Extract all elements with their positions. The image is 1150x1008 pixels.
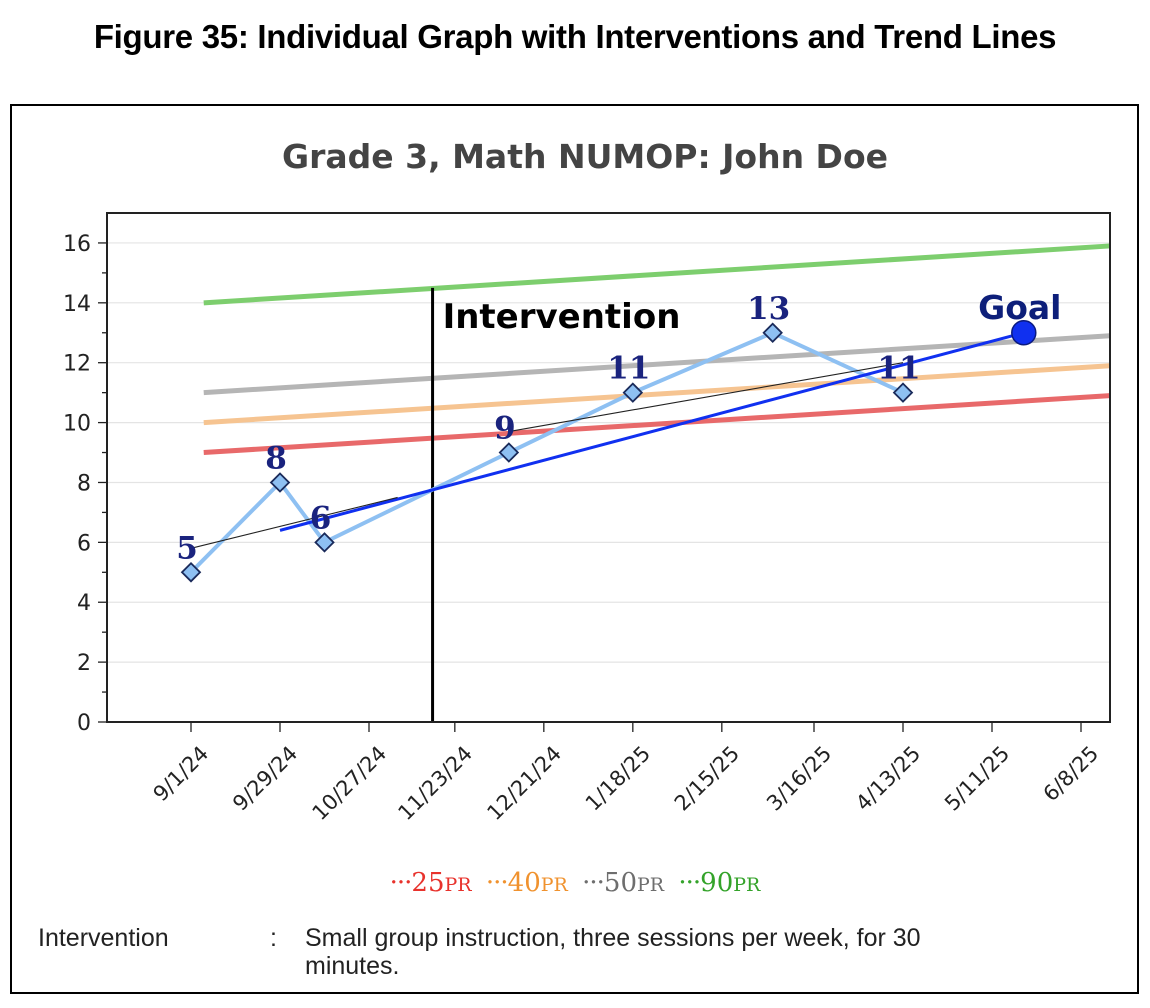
legend-suffix: PR	[637, 874, 665, 896]
percentile-50-line	[203, 333, 1111, 396]
score-label: 11	[877, 351, 920, 387]
y-tick-label: 6	[77, 531, 91, 556]
chart-legend: ···25PR ···40PR ···50PR ···90PR	[0, 868, 1150, 898]
x-tick-label: 12/21/24	[482, 741, 566, 825]
trend-line	[508, 362, 904, 433]
y-tick-label: 10	[63, 412, 91, 437]
x-tick-label: 11/23/24	[393, 741, 477, 825]
score-marker	[622, 382, 644, 403]
x-tick-label: 9/1/24	[149, 741, 214, 806]
trend-line	[190, 496, 398, 549]
legend-dots: ···	[389, 868, 413, 898]
legend-value: 40	[507, 868, 541, 898]
score-marker	[314, 532, 335, 553]
legend-suffix: PR	[444, 874, 472, 896]
chart-title: Grade 3, Math NUMOP: John Doe	[282, 137, 888, 176]
legend-item-90pr: ···90PR	[678, 868, 760, 898]
y-tick-label: 0	[77, 711, 91, 736]
note-text-line1: Small group instruction, three sessions …	[305, 924, 921, 952]
score-label: 13	[747, 291, 790, 327]
legend-item-25pr: ···25PR	[390, 868, 480, 898]
score-marker	[180, 562, 202, 583]
note-text-line2: minutes.	[305, 952, 400, 980]
note-text: Small group instruction, three sessions …	[305, 924, 921, 980]
score-marker	[762, 322, 783, 344]
note-label: Intervention	[38, 924, 169, 952]
y-tick-label: 8	[77, 471, 91, 496]
percentile-40-line	[203, 363, 1111, 426]
legend-item-40pr: ···40PR	[486, 868, 576, 898]
score-label: 5	[176, 530, 198, 566]
score-label: 9	[494, 411, 516, 447]
x-tick-label: 10/27/24	[308, 741, 392, 825]
legend-dots: ···	[678, 868, 701, 898]
x-tick-label: 3/16/25	[762, 741, 836, 815]
legend-value: 50	[603, 868, 638, 898]
legend-value: 25	[411, 868, 445, 898]
legend-dots: ···	[485, 868, 509, 898]
score-marker	[892, 382, 914, 403]
score-label: 11	[607, 351, 650, 387]
legend-value: 90	[700, 868, 734, 898]
legend-item-50pr: ···50PR	[582, 868, 672, 898]
legend-suffix: PR	[540, 874, 568, 896]
score-label: 6	[310, 500, 332, 536]
percentile-90-line	[203, 243, 1111, 306]
x-tick-label: 2/15/25	[670, 741, 744, 815]
goal-point	[1011, 320, 1037, 346]
figure-title: Figure 35: Individual Graph with Interve…	[93, 18, 1057, 55]
x-tick-label: 4/13/25	[851, 741, 925, 815]
y-tick-label: 14	[63, 292, 91, 317]
score-marker	[269, 472, 291, 493]
score-label: 8	[265, 440, 287, 476]
legend-suffix: PR	[733, 874, 761, 896]
x-tick-label: 5/11/25	[940, 741, 1014, 815]
legend-dots: ···	[582, 868, 605, 898]
x-tick-label: 1/18/25	[581, 741, 655, 815]
goal-line	[279, 331, 1025, 532]
note-separator: :	[270, 924, 277, 952]
y-tick-label: 4	[77, 591, 91, 616]
y-tick-label: 12	[63, 352, 91, 377]
goal-label: Goal	[978, 288, 1061, 327]
percentile-25-line	[203, 393, 1111, 456]
y-tick-label: 2	[77, 651, 91, 676]
chart-frame	[10, 104, 1139, 994]
score-marker	[498, 442, 520, 463]
plot-area-border	[106, 212, 1111, 723]
y-tick-label: 16	[63, 232, 91, 257]
intervention-label: Intervention	[443, 297, 681, 337]
x-tick-label: 6/8/25	[1039, 741, 1104, 806]
x-tick-label: 9/29/24	[228, 741, 302, 815]
